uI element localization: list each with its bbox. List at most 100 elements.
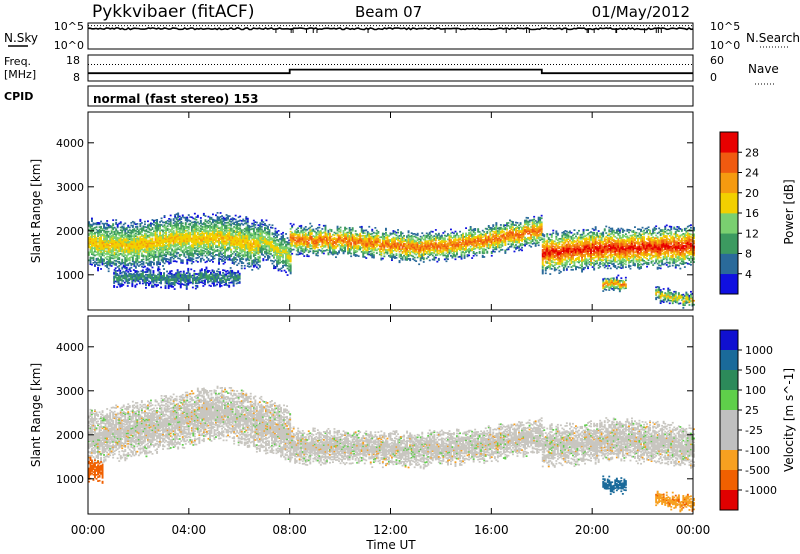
power-cell <box>193 234 196 236</box>
power-cell <box>406 239 409 242</box>
power-cell <box>271 245 274 248</box>
power-cell <box>156 233 159 236</box>
power-cell <box>363 232 366 235</box>
power-cell <box>316 233 319 236</box>
power-cell <box>198 241 201 244</box>
power-cell <box>175 247 178 250</box>
power-cell <box>192 232 195 234</box>
power-cell <box>218 261 221 264</box>
power-cell <box>237 252 240 254</box>
power-cell <box>231 222 234 225</box>
power-cell <box>249 265 252 268</box>
power-cell <box>169 237 172 239</box>
power-cell <box>218 243 221 245</box>
power-cell <box>374 249 377 252</box>
power-cell <box>193 249 196 252</box>
power-cell <box>199 238 202 240</box>
power-cell <box>268 233 271 235</box>
power-cell <box>187 228 190 231</box>
power-cell <box>190 229 193 232</box>
power-cell <box>165 255 168 258</box>
power-cell <box>439 243 442 246</box>
power-cell <box>224 228 227 231</box>
power-cell <box>154 231 157 234</box>
power-cell <box>354 250 357 252</box>
power-cell <box>115 240 118 243</box>
power-cell <box>303 243 306 246</box>
power-cell <box>180 240 183 243</box>
power-cell <box>271 241 274 244</box>
power-cell <box>92 258 95 260</box>
power-cell <box>424 241 427 244</box>
power-cell <box>264 246 266 249</box>
power-cell <box>145 237 148 239</box>
power-cell <box>118 258 121 261</box>
power-cell <box>242 233 245 235</box>
power-cell <box>168 261 171 264</box>
power-cell <box>196 250 199 253</box>
power-cell <box>139 220 142 222</box>
power-cell <box>394 238 396 241</box>
power-cell <box>251 245 254 248</box>
power-cell <box>418 246 421 249</box>
power-cell <box>139 224 142 226</box>
power-cell <box>392 256 395 259</box>
power-cell <box>169 219 172 222</box>
power-cell <box>395 254 398 257</box>
power-cell <box>365 251 368 254</box>
power-cell <box>267 257 269 260</box>
power-cell <box>347 247 350 250</box>
power-cell <box>383 243 386 246</box>
power-cell <box>237 216 240 219</box>
power-cell <box>369 240 372 242</box>
power-cell <box>219 247 222 250</box>
power-cell <box>391 251 393 254</box>
power-cell <box>100 260 103 262</box>
power-cell <box>153 252 155 255</box>
power-cell <box>160 224 163 226</box>
power-cell <box>257 234 260 237</box>
power-cell <box>389 245 392 248</box>
power-cell <box>175 251 178 254</box>
power-cell <box>276 264 279 266</box>
power-cell <box>415 249 418 252</box>
power-cell <box>418 255 421 258</box>
power-cell <box>168 251 171 253</box>
power-cell <box>365 249 368 252</box>
power-cell <box>230 232 233 235</box>
power-cell <box>95 247 98 250</box>
power-cell <box>280 237 283 239</box>
power-cell <box>268 242 271 245</box>
power-cell <box>134 226 137 228</box>
power-cell <box>304 228 307 231</box>
power-cell <box>267 236 269 239</box>
power-cell <box>329 234 331 236</box>
power-cell <box>130 235 133 237</box>
power-cell <box>122 248 125 251</box>
power-cell <box>359 235 362 238</box>
power-cell <box>127 230 130 232</box>
power-cell <box>216 225 219 227</box>
power-cell <box>115 219 118 221</box>
power-cell <box>121 231 124 233</box>
power-cell <box>259 232 262 235</box>
power-cell <box>239 232 242 235</box>
power-cell <box>196 232 199 234</box>
power-cell <box>359 242 362 244</box>
power-cell <box>289 268 292 271</box>
power-cell <box>252 227 255 230</box>
power-cell <box>144 230 146 232</box>
power-cell <box>119 242 122 245</box>
power-cell <box>190 227 193 229</box>
power-cell <box>401 258 404 261</box>
power-cell <box>145 235 148 238</box>
power-cell <box>316 226 319 229</box>
power-cell <box>372 247 375 250</box>
power-cell <box>319 235 322 238</box>
power-cell <box>298 233 301 236</box>
power-cell <box>422 251 425 254</box>
power-cell <box>216 226 219 229</box>
power-cell <box>239 252 242 255</box>
power-cell <box>447 249 449 251</box>
power-cell <box>289 254 292 256</box>
